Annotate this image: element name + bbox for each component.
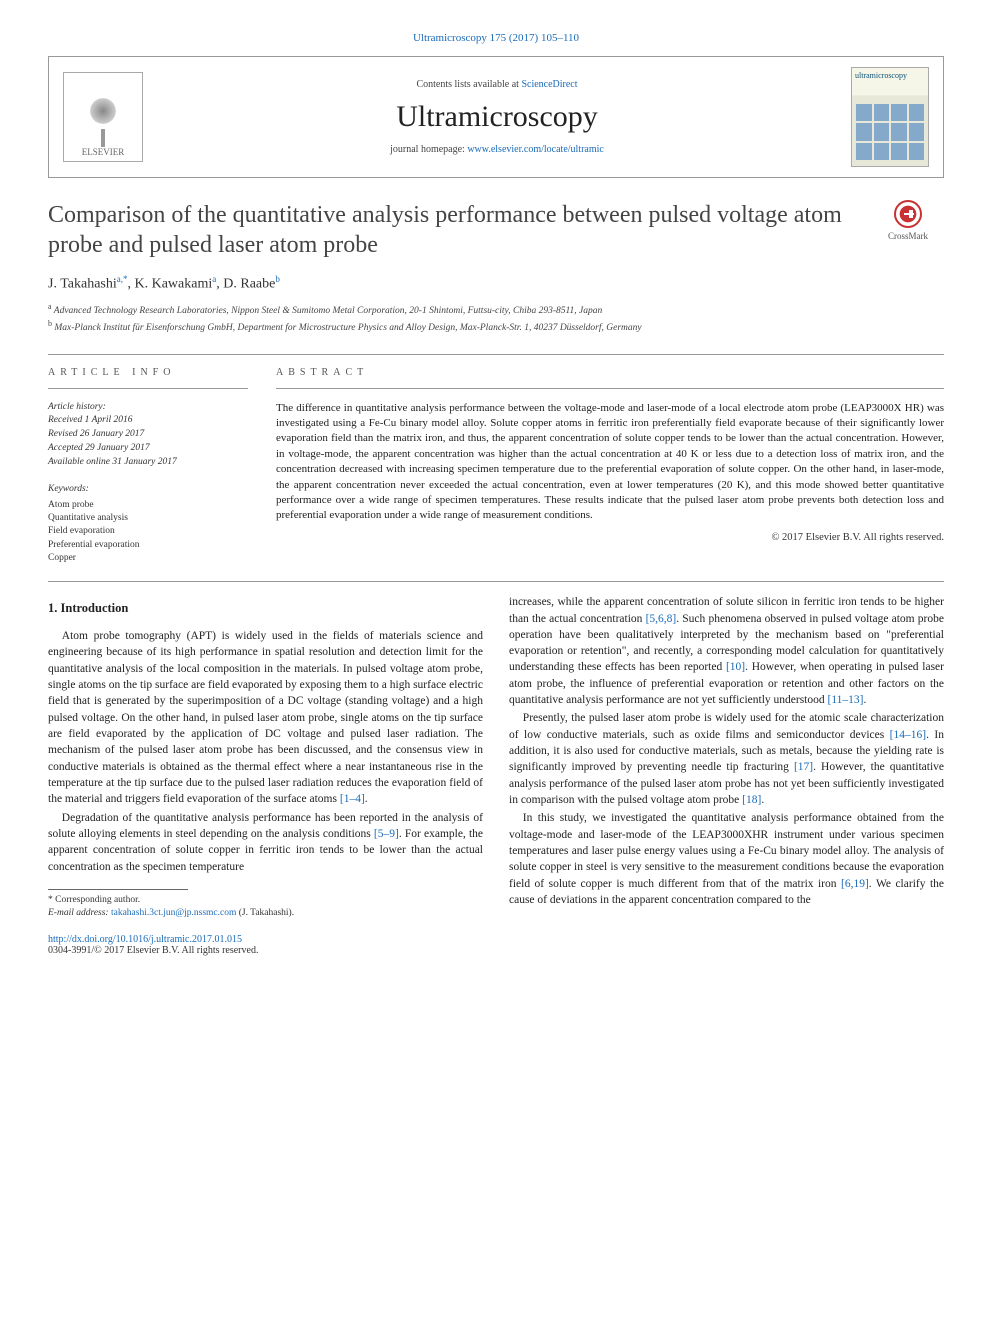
journal-reference: Ultramicroscopy 175 (2017) 105–110	[48, 32, 944, 44]
abstract-column: ABSTRACT The difference in quantitative …	[276, 367, 944, 566]
citation-link[interactable]: [17]	[794, 761, 813, 773]
sciencedirect-link[interactable]: ScienceDirect	[521, 79, 577, 90]
keywords-block: Keywords: Atom probe Quantitative analys…	[48, 483, 248, 565]
citation-link[interactable]: [11–13]	[828, 694, 864, 706]
contents-line: Contents lists available at ScienceDirec…	[143, 79, 851, 90]
article-title: Comparison of the quantitative analysis …	[48, 200, 856, 260]
header-center: Contents lists available at ScienceDirec…	[143, 79, 851, 155]
homepage-line: journal homepage: www.elsevier.com/locat…	[143, 144, 851, 155]
paragraph: In this study, we investigated the quant…	[509, 810, 944, 908]
abstract-label: ABSTRACT	[276, 367, 944, 378]
issn-line: 0304-3991/© 2017 Elsevier B.V. All right…	[48, 945, 944, 956]
email-line: E-mail address: takahashi.3ct.jun@jp.nss…	[48, 907, 483, 920]
info-abstract-row: ARTICLE INFO Article history: Received 1…	[48, 367, 944, 566]
paragraph: Atom probe tomography (APT) is widely us…	[48, 628, 483, 808]
abstract-copyright: © 2017 Elsevier B.V. All rights reserved…	[276, 532, 944, 543]
footer: http://dx.doi.org/10.1016/j.ultramic.201…	[48, 934, 944, 956]
email-link[interactable]: takahashi.3ct.jun@jp.nssmc.com	[111, 908, 236, 918]
footnote-rule	[48, 889, 188, 890]
title-row: Comparison of the quantitative analysis …	[48, 200, 944, 260]
paragraph: Degradation of the quantitative analysis…	[48, 810, 483, 875]
citation-link[interactable]: [10]	[726, 661, 745, 673]
journal-ref-link[interactable]: Ultramicroscopy 175 (2017) 105–110	[413, 32, 579, 44]
divider	[48, 581, 944, 582]
citation-link[interactable]: [1–4]	[340, 793, 365, 805]
crossmark-badge[interactable]: CrossMark	[872, 200, 944, 241]
citation-link[interactable]: [5–9]	[374, 828, 399, 840]
doi-link[interactable]: http://dx.doi.org/10.1016/j.ultramic.201…	[48, 934, 242, 945]
citation-link[interactable]: [5,6,8]	[646, 613, 677, 625]
article-history: Article history: Received 1 April 2016 R…	[48, 401, 248, 470]
affiliations: a Advanced Technology Research Laborator…	[48, 301, 944, 336]
authors: J. Takahashia,*, K. Kawakamia, D. Raabeb	[48, 274, 944, 293]
journal-header: ELSEVIER Contents lists available at Sci…	[48, 56, 944, 178]
corresponding-author: * Corresponding author.	[48, 894, 483, 907]
citation-link[interactable]: [14–16]	[890, 729, 926, 741]
footnotes: * Corresponding author. E-mail address: …	[48, 894, 483, 921]
article-info-label: ARTICLE INFO	[48, 367, 248, 378]
journal-name: Ultramicroscopy	[143, 100, 851, 134]
cover-grid-icon	[856, 104, 924, 160]
abstract-text: The difference in quantitative analysis …	[276, 401, 944, 524]
elsevier-tree-icon	[81, 91, 125, 147]
elsevier-logo: ELSEVIER	[63, 72, 143, 162]
body-text: 1. Introduction Atom probe tomography (A…	[48, 594, 944, 920]
divider	[48, 354, 944, 355]
crossmark-icon	[894, 200, 922, 228]
homepage-link[interactable]: www.elsevier.com/locate/ultramic	[467, 144, 604, 155]
paragraph: Presently, the pulsed laser atom probe i…	[509, 710, 944, 808]
citation-link[interactable]: [6,19]	[841, 878, 869, 890]
publisher-name: ELSEVIER	[82, 147, 125, 157]
journal-cover-thumbnail: ultramicroscopy	[851, 67, 929, 167]
article-info: ARTICLE INFO Article history: Received 1…	[48, 367, 248, 566]
citation-link[interactable]: [18]	[742, 794, 761, 806]
paragraph: increases, while the apparent concentrat…	[509, 594, 944, 708]
section-heading: 1. Introduction	[48, 600, 483, 618]
